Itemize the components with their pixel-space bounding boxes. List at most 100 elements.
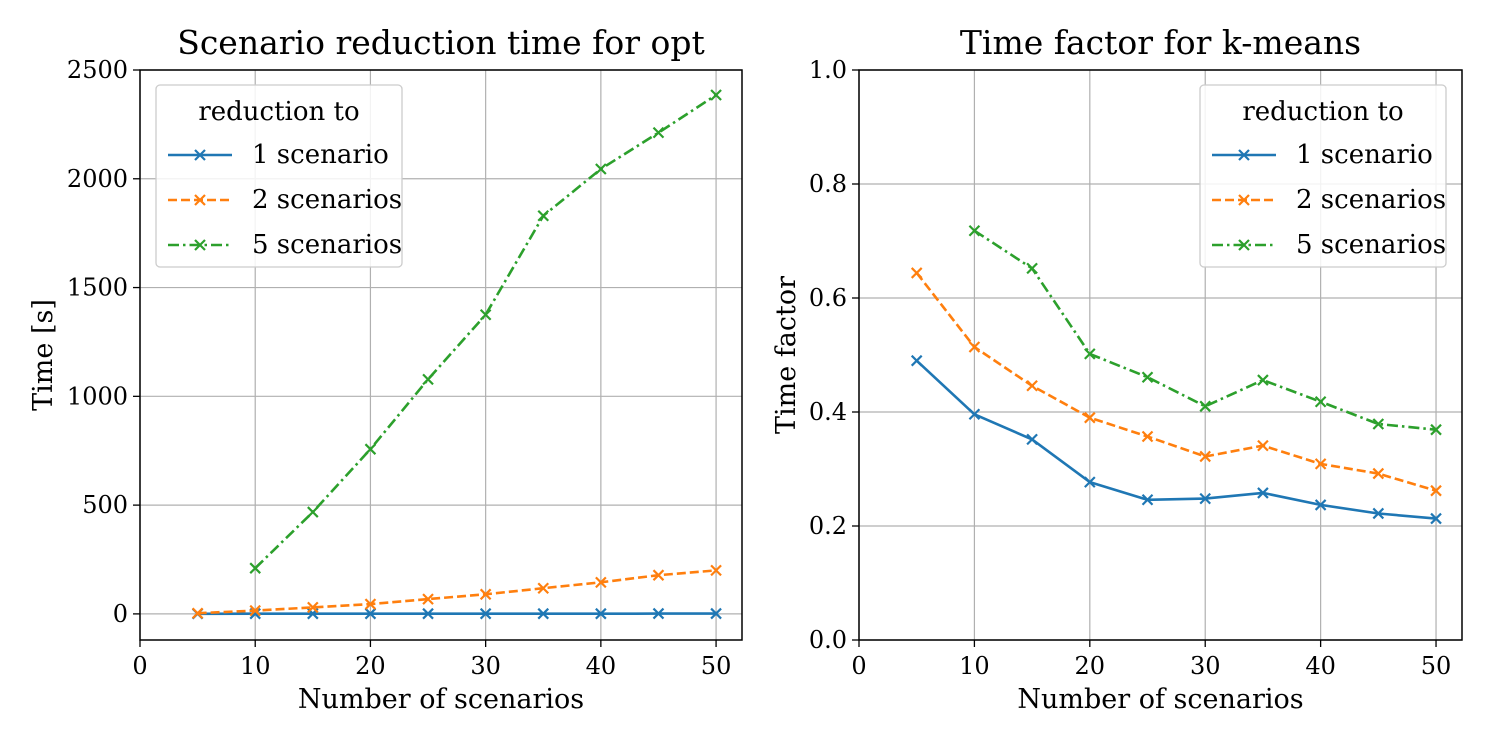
legend-label-2: 2 scenarios	[252, 185, 402, 215]
data-point-marker	[968, 224, 981, 237]
legend-marker-3	[1238, 239, 1250, 251]
x-tick-label: 40	[1305, 652, 1336, 680]
x-tick-label: 0	[851, 652, 866, 680]
legend-label-2: 2 scenarios	[1296, 185, 1446, 215]
data-point-marker	[1026, 380, 1038, 392]
x-tick-label: 50	[1421, 652, 1452, 680]
x-tick-label: 50	[701, 652, 732, 680]
data-point-marker	[479, 588, 492, 601]
data-point-marker	[1314, 458, 1327, 470]
legend-marker-1	[1238, 149, 1250, 161]
data-point-marker	[1141, 371, 1154, 384]
legend-marker-3	[194, 239, 206, 251]
data-point-marker	[1314, 499, 1327, 511]
data-point-marker	[422, 593, 434, 605]
series-line	[254, 93, 717, 570]
legend-marker-2	[194, 194, 206, 206]
x-tick-label: 20	[1075, 652, 1106, 680]
data-point-marker	[1141, 494, 1154, 506]
data-point-marker	[1084, 411, 1096, 424]
legend-title: reduction to	[198, 97, 359, 127]
series-1	[191, 607, 722, 620]
series-2	[910, 267, 1442, 497]
legend-label-1: 1 scenario	[252, 140, 389, 170]
data-point-marker	[537, 607, 550, 620]
y-tick-label: 0.2	[809, 512, 847, 540]
data-point-marker	[1372, 507, 1385, 520]
data-point-marker	[710, 607, 722, 620]
series-line	[197, 569, 717, 615]
data-point-marker	[1314, 395, 1327, 408]
data-point-marker	[422, 607, 434, 620]
legend-marker-2	[1238, 194, 1250, 206]
data-point-marker	[595, 576, 607, 589]
chart-scenario-reduction-time: 0 10 20 30 40 5005001000150020002500Scenario …	[28, 23, 743, 715]
series-line	[973, 229, 1437, 431]
data-point-marker	[364, 607, 377, 620]
data-point-marker	[1257, 487, 1269, 499]
data-point-marker	[1199, 450, 1211, 463]
data-point-marker	[910, 267, 923, 279]
y-tick-label: 2000	[67, 165, 128, 193]
data-point-marker	[1026, 262, 1038, 275]
data-point-marker	[537, 582, 550, 594]
y-tick-label: 0.8	[809, 170, 847, 198]
data-point-marker	[249, 562, 261, 574]
x-tick-label: 20	[355, 652, 386, 680]
series-line	[915, 359, 1437, 520]
data-point-marker	[1430, 484, 1442, 497]
data-point-marker	[1257, 374, 1269, 386]
data-point-marker	[1372, 418, 1385, 430]
data-point-marker	[1141, 430, 1154, 443]
data-point-marker	[479, 607, 492, 620]
legend-label-1: 1 scenario	[1296, 140, 1433, 170]
data-point-marker	[710, 564, 722, 577]
data-point-marker	[537, 209, 550, 222]
data-point-marker	[1430, 423, 1442, 436]
data-point-marker	[479, 308, 492, 321]
data-point-marker	[307, 601, 319, 614]
legend-frame	[155, 84, 403, 268]
chart-title: Scenario reduction time for opt	[177, 23, 705, 62]
legend-marker-1	[194, 149, 206, 161]
data-point-marker	[191, 607, 204, 620]
series-1	[910, 354, 1442, 525]
y-tick-label: 1.0	[809, 56, 847, 84]
data-point-marker	[710, 89, 722, 101]
x-tick-label: 40	[586, 652, 617, 680]
y-tick-label: 500	[82, 491, 128, 519]
data-point-marker	[1084, 348, 1096, 360]
data-point-marker	[364, 443, 377, 455]
x-tick-label: 10	[959, 652, 990, 680]
chart-title: Time factor for k-means	[960, 23, 1361, 62]
x-axis-label: Number of scenarios	[298, 684, 584, 715]
data-point-marker	[307, 506, 319, 518]
data-point-marker	[249, 604, 261, 617]
y-tick-label: 0.6	[809, 284, 847, 312]
data-point-marker	[1372, 467, 1385, 480]
series-2	[191, 564, 722, 620]
legend-label-3: 5 scenarios	[1296, 230, 1446, 260]
y-axis-label: Time [s]	[28, 299, 59, 411]
x-tick-label: 10	[240, 652, 271, 680]
data-point-marker	[422, 373, 434, 386]
plot-frame	[139, 69, 743, 641]
x-axis-label: Number of scenarios	[1017, 684, 1303, 715]
data-point-marker	[652, 607, 665, 620]
data-point-marker	[1026, 433, 1038, 446]
data-point-marker	[595, 607, 607, 620]
y-tick-label: 0.4	[809, 398, 847, 426]
data-point-marker	[595, 163, 607, 175]
series-line	[915, 272, 1437, 492]
series-3	[968, 224, 1442, 436]
y-tick-label: 0	[113, 600, 128, 628]
y-tick-label: 0.0	[809, 626, 847, 654]
legend: reduction to 1 scenario 2 scenarios 5 scena…	[1199, 84, 1447, 268]
data-point-marker	[652, 126, 665, 139]
y-tick-label: 1000	[67, 382, 128, 410]
series-3	[249, 89, 722, 574]
legend-frame	[1199, 84, 1447, 268]
plot-frame	[858, 69, 1463, 641]
x-tick-label: 30	[470, 652, 501, 680]
